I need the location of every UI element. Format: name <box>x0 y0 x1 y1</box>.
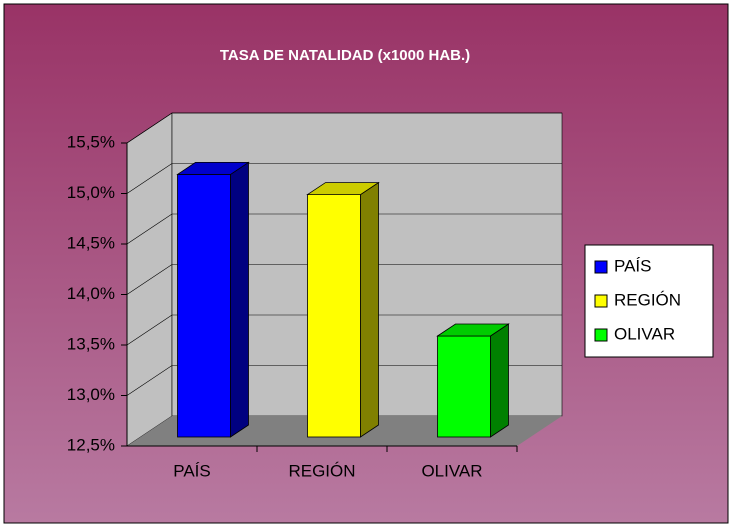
bar <box>437 335 491 438</box>
x-tick-label: REGIÓN <box>288 461 355 480</box>
bar-side <box>490 323 509 438</box>
legend-label: PAÍS <box>614 256 651 275</box>
x-tick-label: PAÍS <box>173 461 210 480</box>
legend-swatch <box>594 294 608 308</box>
legend-swatch <box>594 260 608 274</box>
bar <box>177 173 231 438</box>
bar-top <box>436 323 510 337</box>
chart-title: TASA DE NATALIDAD (x1000 HAB.) <box>220 47 470 64</box>
legend-label: REGIÓN <box>614 290 681 309</box>
y-tick-label: 12,5% <box>67 435 115 454</box>
y-tick-label: 14,5% <box>67 233 115 252</box>
grid-line <box>126 112 173 144</box>
grid-line <box>126 264 173 295</box>
bar-top <box>176 161 250 175</box>
y-tick-label: 14,0% <box>67 284 115 303</box>
grid-line <box>126 163 173 194</box>
x-tick-label: OLIVAR <box>421 461 482 480</box>
bar-top <box>306 182 380 196</box>
bar-side <box>230 161 249 438</box>
grid-line <box>126 213 173 245</box>
legend-swatch <box>594 328 608 342</box>
bar <box>307 194 361 438</box>
bar-side <box>360 181 379 438</box>
grid-line <box>126 365 173 396</box>
legend-label: OLIVAR <box>614 324 675 343</box>
grid-line <box>126 314 173 346</box>
y-tick-label: 13,5% <box>67 334 115 353</box>
y-tick-label: 15,0% <box>67 183 115 202</box>
y-tick-label: 13,0% <box>67 385 115 404</box>
y-tick-label: 15,5% <box>67 132 115 151</box>
